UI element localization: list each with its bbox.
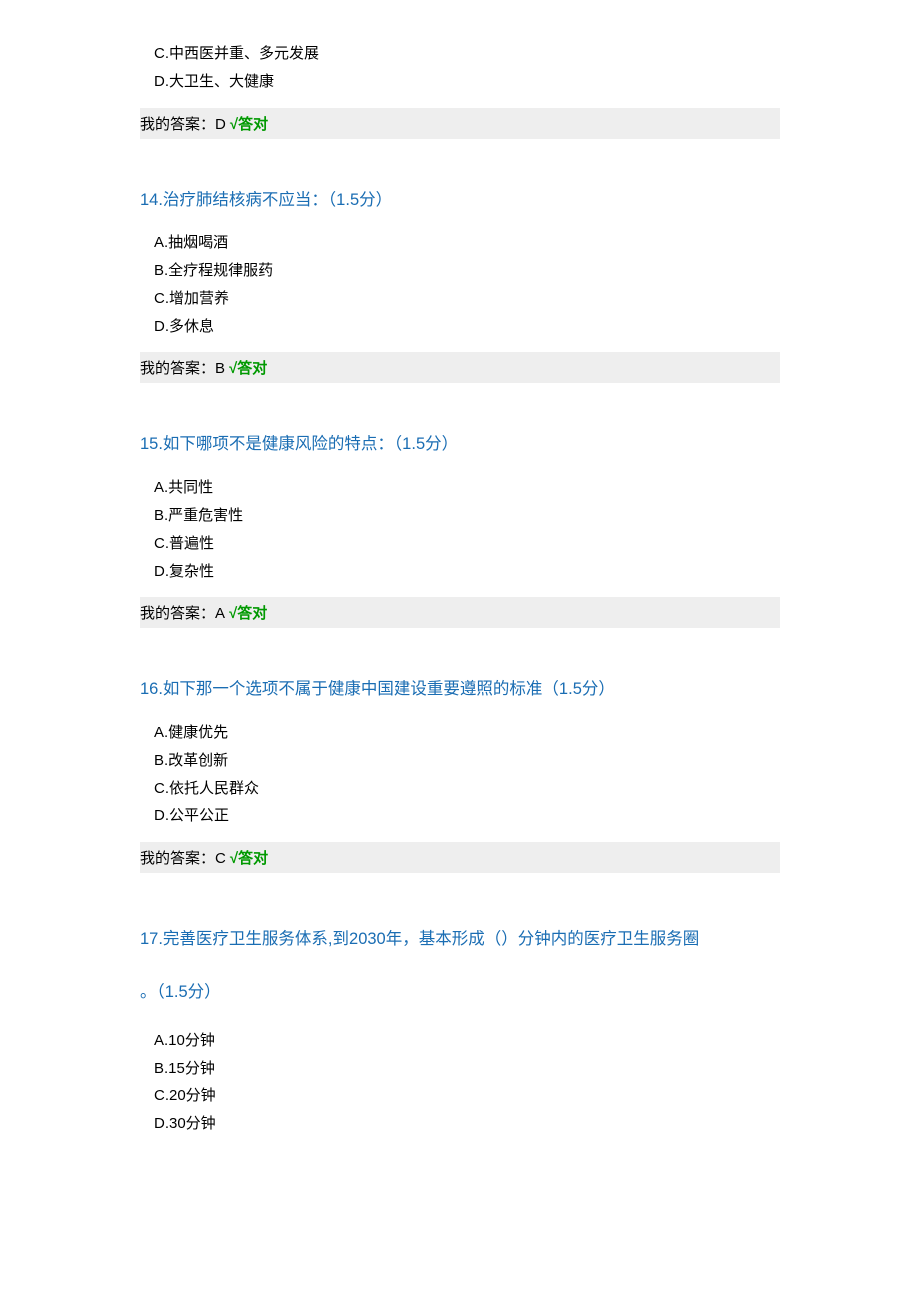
option-c: C.依托人民群众: [154, 775, 780, 803]
option-list: C.中西医并重、多元发展 D.大卫生、大健康: [140, 40, 780, 96]
option-d: D.复杂性: [154, 558, 780, 586]
title-line-2: 。（1.5分）: [140, 983, 221, 1001]
option-a: A.共同性: [154, 474, 780, 502]
option-d: D.多休息: [154, 313, 780, 341]
option-list: A.健康优先 B.改革创新 C.依托人民群众 D.公平公正: [140, 719, 780, 830]
question-title: 14.治疗肺结核病不应当：（1.5分）: [140, 179, 780, 222]
question-16: 16.如下那一个选项不属于健康中国建设重要遵照的标准（1.5分） A.健康优先 …: [140, 668, 780, 873]
option-c: C.普遍性: [154, 530, 780, 558]
answer-row: 我的答案：A √答对: [140, 597, 780, 628]
question-title: 15.如下哪项不是健康风险的特点：（1.5分）: [140, 423, 780, 466]
option-a: A.健康优先: [154, 719, 780, 747]
answer-row: 我的答案：C √答对: [140, 842, 780, 873]
option-c: C.20分钟: [154, 1082, 780, 1110]
option-b: B.15分钟: [154, 1055, 780, 1083]
answer-result: √答对: [229, 602, 267, 623]
option-c: C.增加营养: [154, 285, 780, 313]
option-b: B.改革创新: [154, 747, 780, 775]
question-14: 14.治疗肺结核病不应当：（1.5分） A.抽烟喝酒 B.全疗程规律服药 C.增…: [140, 179, 780, 384]
answer-result: √答对: [230, 847, 268, 868]
option-b: B.严重危害性: [154, 502, 780, 530]
answer-result: √答对: [230, 113, 268, 134]
question-15: 15.如下哪项不是健康风险的特点：（1.5分） A.共同性 B.严重危害性 C.…: [140, 423, 780, 628]
option-d: D.大卫生、大健康: [154, 68, 780, 96]
option-d: D.公平公正: [154, 802, 780, 830]
title-line-1: 17.完善医疗卫生服务体系,到2030年，基本形成（）分钟内的医疗卫生服务圈: [140, 930, 699, 948]
answer-label: 我的答案：A: [140, 602, 225, 623]
question-13: C.中西医并重、多元发展 D.大卫生、大健康 我的答案：D √答对: [140, 40, 780, 139]
option-a: A.抽烟喝酒: [154, 229, 780, 257]
option-b: B.全疗程规律服药: [154, 257, 780, 285]
question-title: 17.完善医疗卫生服务体系,到2030年，基本形成（）分钟内的医疗卫生服务圈 。…: [140, 913, 780, 1019]
answer-result: √答对: [229, 357, 267, 378]
answer-label: 我的答案：C: [140, 847, 226, 868]
question-17: 17.完善医疗卫生服务体系,到2030年，基本形成（）分钟内的医疗卫生服务圈 。…: [140, 913, 780, 1138]
option-a: A.10分钟: [154, 1027, 780, 1055]
option-c: C.中西医并重、多元发展: [154, 40, 780, 68]
answer-row: 我的答案：D √答对: [140, 108, 780, 139]
answer-label: 我的答案：B: [140, 357, 225, 378]
question-title: 16.如下那一个选项不属于健康中国建设重要遵照的标准（1.5分）: [140, 668, 780, 711]
quiz-content: C.中西医并重、多元发展 D.大卫生、大健康 我的答案：D √答对 14.治疗肺…: [0, 40, 920, 1138]
option-list: A.10分钟 B.15分钟 C.20分钟 D.30分钟: [140, 1027, 780, 1138]
option-d: D.30分钟: [154, 1110, 780, 1138]
option-list: A.共同性 B.严重危害性 C.普遍性 D.复杂性: [140, 474, 780, 585]
answer-label: 我的答案：D: [140, 113, 226, 134]
answer-row: 我的答案：B √答对: [140, 352, 780, 383]
option-list: A.抽烟喝酒 B.全疗程规律服药 C.增加营养 D.多休息: [140, 229, 780, 340]
